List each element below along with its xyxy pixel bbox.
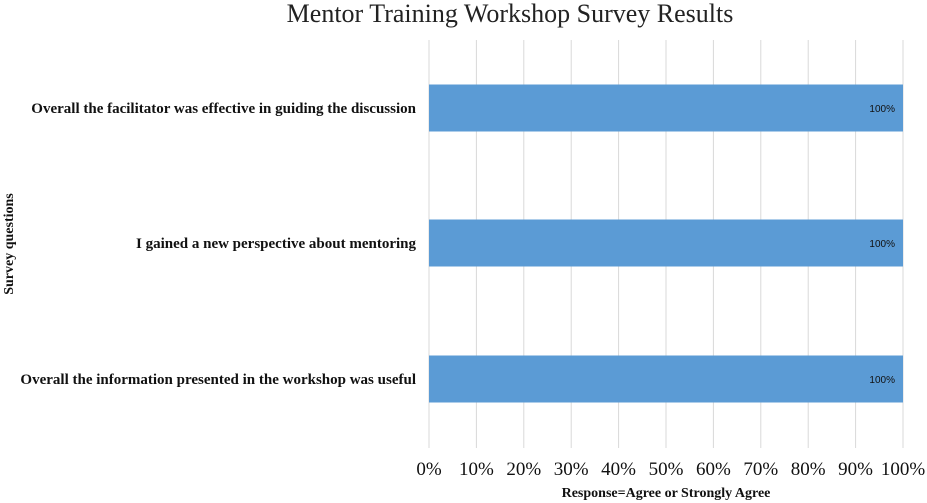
chart-title: Mentor Training Workshop Survey Results — [287, 0, 734, 28]
x-tick-label: 70% — [743, 459, 778, 480]
bar — [429, 355, 903, 403]
category-labels: Overall the facilitator was effective in… — [20, 101, 416, 388]
y-axis-label: Survey questions — [2, 193, 17, 295]
category-label: Overall the facilitator was effective in… — [31, 101, 416, 117]
x-tick-label: 40% — [601, 459, 636, 480]
category-label: I gained a new perspective about mentori… — [136, 236, 416, 252]
category-label: Overall the information presented in the… — [20, 372, 416, 388]
x-tick-label: 100% — [881, 459, 926, 480]
x-tick-label: 30% — [554, 459, 589, 480]
bar — [429, 84, 903, 132]
data-label: 100% — [869, 375, 895, 386]
bars: 100% 100% 100% — [429, 84, 903, 403]
x-tick-label: 20% — [506, 459, 541, 480]
x-axis-label: Response=Agree or Strongly Agree — [562, 486, 771, 501]
x-tick-label: 0% — [416, 459, 442, 480]
x-tick-label: 50% — [649, 459, 684, 480]
x-tick-label: 60% — [696, 459, 731, 480]
x-tick-labels: 0% 10% 20% 30% 40% 50% 60% 70% 80% 90% 100% — [416, 459, 925, 480]
bar — [429, 219, 903, 267]
data-label: 100% — [869, 239, 895, 250]
x-tick-label: 90% — [838, 459, 873, 480]
x-tick-label: 10% — [459, 459, 494, 480]
data-label: 100% — [869, 104, 895, 115]
x-tick-label: 80% — [791, 459, 826, 480]
